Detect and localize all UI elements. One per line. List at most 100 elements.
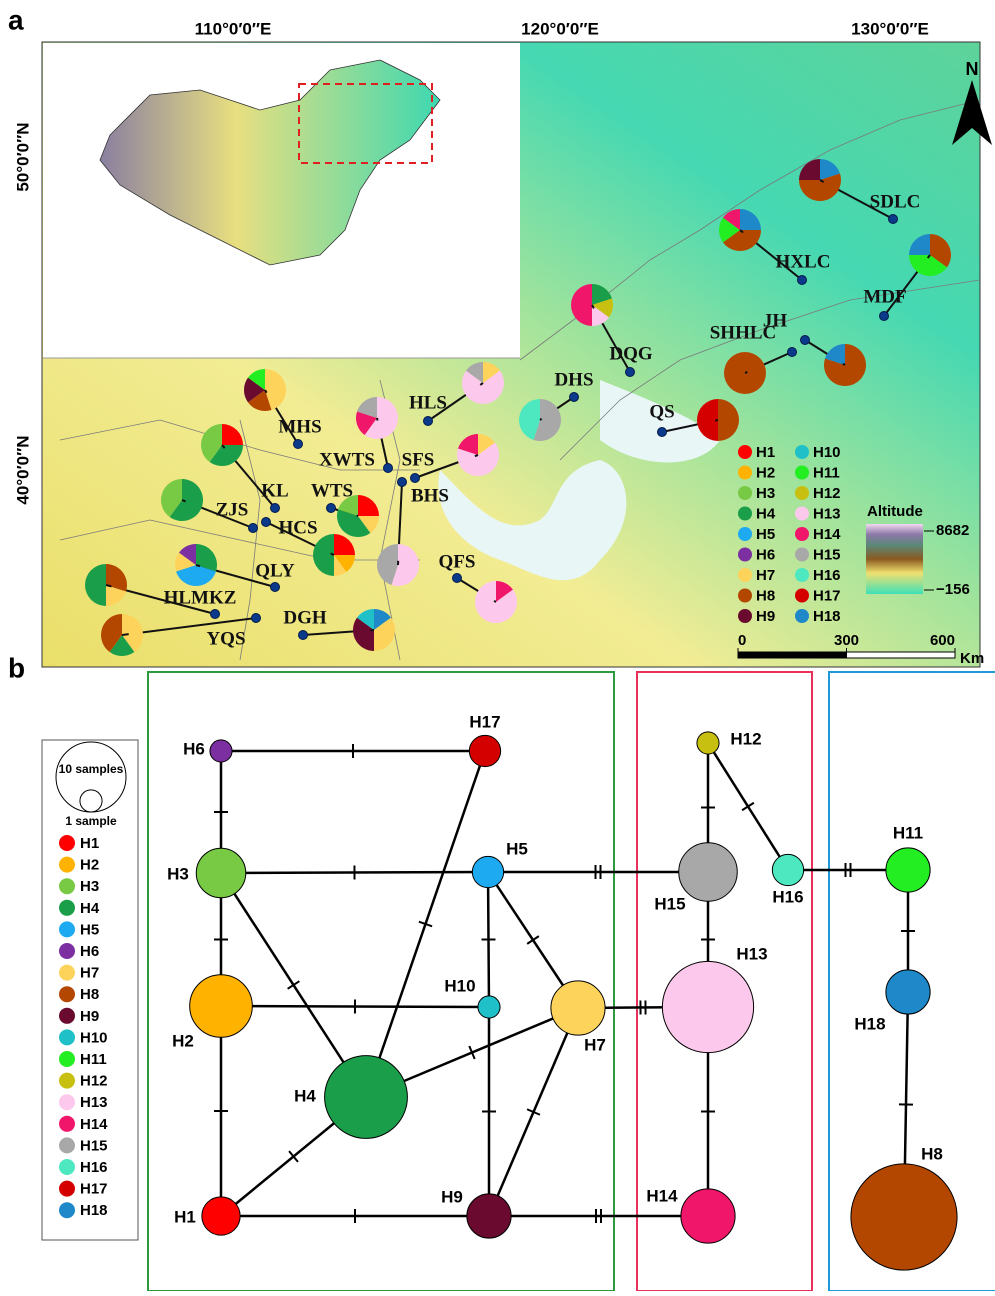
legend-swatch <box>738 568 752 582</box>
legend-label: H11 <box>80 1051 107 1068</box>
legend-label: H13 <box>80 1094 108 1111</box>
legend-label: H10 <box>80 1029 108 1046</box>
haplotype-node <box>679 843 738 902</box>
legend-label: H18 <box>813 608 841 625</box>
legend-swatch <box>795 527 809 541</box>
haplotype-node <box>190 975 253 1038</box>
north-label: N <box>966 59 979 79</box>
haplotype-node <box>681 1189 735 1243</box>
leader-line <box>745 372 747 373</box>
longitude-label: 110°0′0″E <box>195 19 272 38</box>
site-label: XWTS <box>319 449 375 470</box>
site-label: SDLC <box>870 191 921 212</box>
leader-line <box>494 601 496 602</box>
node-label: H9 <box>441 1187 463 1206</box>
altitude-max: 8682 <box>936 522 969 539</box>
node-label: H7 <box>584 1035 606 1054</box>
site-label: BHS <box>411 485 449 506</box>
site-dot <box>626 368 635 377</box>
legend-label: H16 <box>813 567 841 584</box>
site-label: DQG <box>609 343 653 364</box>
site-dot <box>294 440 303 449</box>
haplotype-node <box>772 854 803 885</box>
legend-label: H13 <box>813 505 841 522</box>
legend-swatch <box>738 466 752 480</box>
legend-label: H12 <box>80 1073 108 1090</box>
node-label: H1 <box>174 1207 196 1226</box>
node-label: H5 <box>506 839 528 858</box>
legend-swatch <box>795 486 809 500</box>
legend-swatch <box>59 1008 75 1024</box>
altitude-min: −156 <box>936 581 970 598</box>
legend-swatch <box>59 943 75 959</box>
leader-line <box>475 455 478 456</box>
legend-swatch <box>59 921 75 937</box>
legend-swatch <box>795 466 809 480</box>
site-dot <box>453 574 462 583</box>
site-dot <box>271 583 280 592</box>
node-label: H10 <box>444 976 475 995</box>
site-label: HLS <box>409 392 447 413</box>
legend-label: H6 <box>756 546 775 563</box>
legend-swatch <box>795 548 809 562</box>
haplotype-node <box>886 970 930 1014</box>
legend-label: H2 <box>756 464 775 481</box>
haplotype-node <box>697 732 719 754</box>
node-label: H12 <box>730 729 761 748</box>
site-label: SHHLC <box>710 322 777 343</box>
haplotype-node <box>478 996 500 1018</box>
haplotype-node <box>551 981 605 1035</box>
site-dot <box>271 504 280 513</box>
site-label: HLMKZ <box>164 587 237 608</box>
haplotype-node <box>469 735 500 766</box>
legend-swatch <box>795 568 809 582</box>
legend-swatch <box>738 548 752 562</box>
legend-swatch <box>738 589 752 603</box>
site-dot <box>801 336 810 345</box>
legend-swatch <box>59 857 75 873</box>
site-dot <box>299 631 308 640</box>
legend-swatch <box>795 445 809 459</box>
site-dot <box>880 312 889 321</box>
node-label: H13 <box>736 944 767 963</box>
site-dot <box>249 524 258 533</box>
node-label: H17 <box>469 712 500 731</box>
legend-label: H7 <box>80 965 99 982</box>
node-label: H18 <box>854 1014 885 1033</box>
legend-label: H17 <box>813 587 841 604</box>
legend-swatch <box>795 589 809 603</box>
legend-label: H6 <box>80 943 99 960</box>
legend-label: H7 <box>756 567 775 584</box>
node-label: H14 <box>646 1186 678 1205</box>
legend-swatch <box>59 900 75 916</box>
legend-swatch <box>738 609 752 623</box>
legend-swatch <box>59 1137 75 1153</box>
site-label: SFS <box>402 449 435 470</box>
longitude-label: 120°0′0″E <box>521 19 599 38</box>
legend-label: H14 <box>813 526 841 543</box>
site-label: ZJS <box>216 499 249 520</box>
legend-label: H1 <box>80 835 99 852</box>
site-dot <box>411 474 420 483</box>
legend-swatch <box>59 1202 75 1218</box>
scale-segment <box>847 652 956 658</box>
altitude-ramp <box>866 524 923 594</box>
figure: a b N Altitude 8682 −156 Km 110°0′0″E120… <box>0 0 995 1291</box>
node-label: H11 <box>893 823 923 842</box>
legend-label: H3 <box>756 485 775 502</box>
site-dot <box>211 610 220 619</box>
node-label: H6 <box>183 739 205 758</box>
scale-label: 600 <box>930 632 955 649</box>
legend-swatch <box>738 486 752 500</box>
legend-swatch <box>738 507 752 521</box>
legend-label: H1 <box>756 444 775 461</box>
site-label: HXLC <box>776 251 831 272</box>
legend-label: H18 <box>80 1202 108 1219</box>
site-dot <box>570 393 579 402</box>
longitude-label: 130°0′0″E <box>851 19 929 38</box>
scale-segment <box>738 652 847 658</box>
leader-line <box>106 585 111 586</box>
haplotype-node <box>467 1194 511 1238</box>
legend-swatch <box>59 1116 75 1132</box>
legend-swatch <box>59 965 75 981</box>
